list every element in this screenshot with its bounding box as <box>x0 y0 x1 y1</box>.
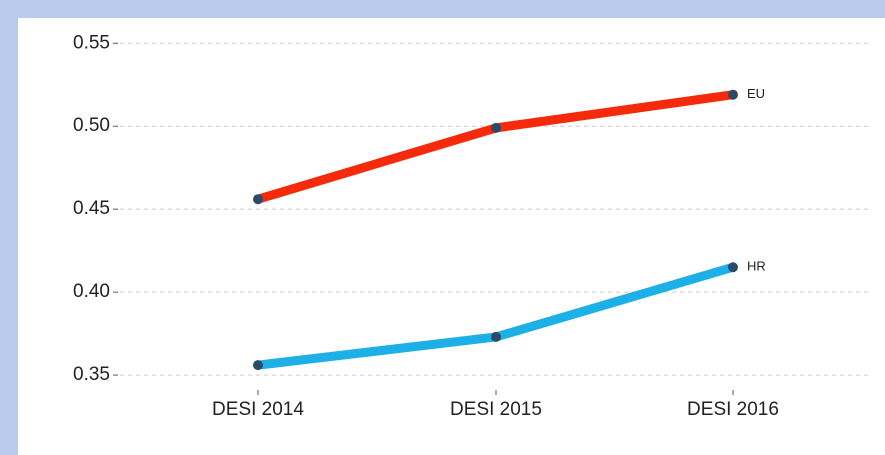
x-tick-label: DESI 2014 <box>212 399 304 420</box>
point <box>253 360 263 371</box>
y-tick-label: 0.45 <box>73 198 110 219</box>
y-tick-label: 0.40 <box>73 281 110 302</box>
point <box>491 331 501 342</box>
y-tick-label: 0.35 <box>73 364 110 385</box>
point <box>728 262 738 273</box>
point <box>728 89 738 100</box>
point <box>253 194 263 205</box>
x-tick-label: DESI 2016 <box>687 399 779 420</box>
point <box>491 122 501 133</box>
series-label: EU <box>747 86 765 101</box>
y-tick-label: 0.55 <box>73 32 110 53</box>
y-tick-label: 0.50 <box>73 115 110 136</box>
series-label: HR <box>747 259 766 274</box>
x-tick-label: DESI 2015 <box>450 399 542 420</box>
panel <box>18 18 885 455</box>
